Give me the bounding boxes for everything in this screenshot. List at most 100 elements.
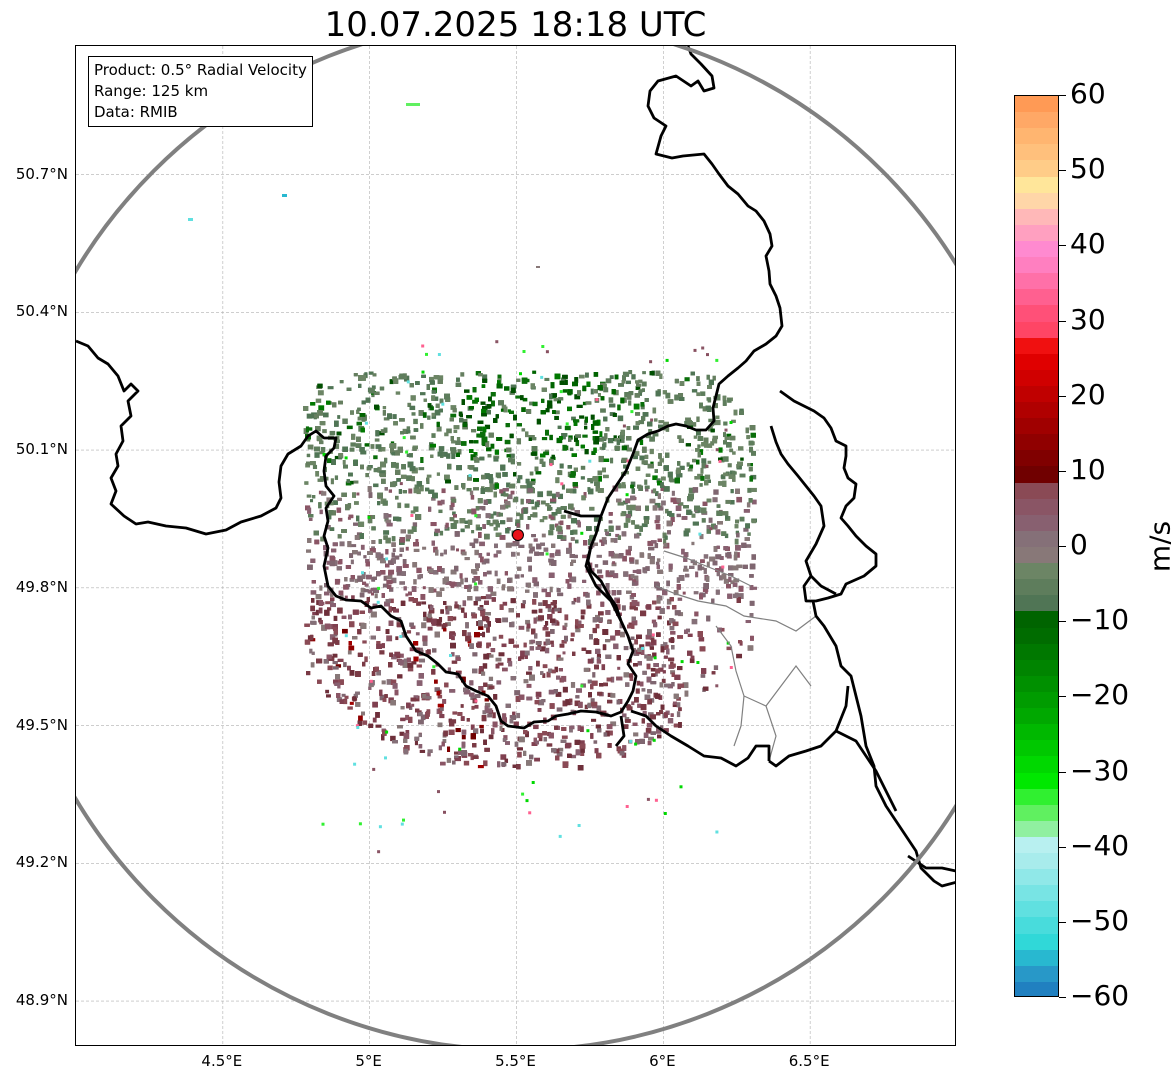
colorbar-segment (1015, 498, 1058, 516)
colorbar-segment (1015, 756, 1058, 774)
radar-echoes (188, 103, 758, 854)
colorbar-tick-mark (1059, 320, 1066, 322)
colorbar-segment (1015, 708, 1058, 725)
colorbar-segment (1015, 820, 1058, 838)
map-canvas (76, 46, 955, 1045)
colorbar-tick-mark (1059, 170, 1066, 172)
colorbar-segment (1015, 563, 1058, 580)
colorbar-tick-label: 60 (1070, 77, 1106, 110)
colorbar-tick-label: −20 (1070, 678, 1130, 712)
colorbar-segment (1015, 176, 1058, 194)
colorbar-tick-mark (1059, 245, 1066, 247)
colorbar-tick-label: −40 (1070, 828, 1130, 862)
info-data-source: Data: RMIB (94, 103, 178, 121)
lon-tick-label: 5°E (355, 1052, 382, 1070)
lat-tick-label: 50.1°N (15, 440, 68, 459)
colorbar-segment (1015, 804, 1058, 822)
colorbar-segment (1015, 289, 1058, 306)
colorbar-segment (1015, 675, 1058, 693)
colorbar-segment (1015, 273, 1058, 290)
colorbar-segment (1015, 901, 1058, 919)
colorbar-tick-label: 30 (1070, 302, 1106, 336)
colorbar-tick-label: 50 (1070, 152, 1106, 186)
colorbar-tick-label: 10 (1070, 452, 1106, 486)
colorbar-tick-label: 40 (1070, 227, 1106, 261)
colorbar-segment (1015, 160, 1058, 178)
colorbar-segment (1015, 772, 1058, 790)
colorbar-segment (1015, 514, 1058, 532)
colorbar-segment (1015, 305, 1058, 323)
info-product: Product: 0.5° Radial Velocity (94, 61, 307, 79)
lat-tick-label: 48.9°N (15, 991, 68, 1010)
admin-boundaries (655, 550, 817, 762)
colorbar-segment (1015, 144, 1058, 162)
colorbar-segment (1015, 885, 1058, 902)
lon-tick-label: 4.5°E (201, 1052, 243, 1070)
colorbar (1014, 95, 1059, 997)
colorbar-segment (1015, 724, 1058, 741)
colorbar-segment (1015, 224, 1058, 242)
colorbar-segment (1015, 240, 1058, 258)
colorbar-segment (1015, 450, 1058, 468)
colorbar-segment (1015, 659, 1058, 677)
colorbar-tick-mark (1059, 696, 1066, 698)
lon-tick-label: 6°E (649, 1052, 676, 1070)
colorbar-segment (1015, 434, 1058, 451)
colorbar-segment (1015, 257, 1058, 274)
colorbar-segment (1015, 691, 1058, 709)
colorbar-segment (1015, 482, 1058, 500)
info-box: Product: 0.5° Radial Velocity Range: 125… (88, 56, 313, 127)
lat-tick-label: 49.2°N (15, 853, 68, 872)
colorbar-tick-label: −30 (1070, 753, 1130, 787)
colorbar-segment (1015, 402, 1058, 419)
colorbar-segment (1015, 643, 1058, 661)
colorbar-tick-label: −10 (1070, 603, 1130, 637)
colorbar-segment (1015, 192, 1058, 210)
colorbar-tick-label: 0 (1070, 528, 1088, 561)
colorbar-segment (1015, 579, 1058, 596)
colorbar-segment (1015, 385, 1058, 403)
colorbar-segment (1015, 353, 1058, 371)
colorbar-segment (1015, 917, 1058, 935)
colorbar-tick-mark (1059, 470, 1066, 472)
colorbar-segment (1015, 547, 1058, 564)
colorbar-segment (1015, 869, 1058, 886)
colorbar-tick-mark (1059, 771, 1066, 773)
colorbar-tick-mark (1059, 95, 1066, 96)
colorbar-segment (1015, 611, 1058, 629)
colorbar-tick-mark (1059, 846, 1066, 848)
colorbar-segment (1015, 740, 1058, 757)
chart-title: 10.07.2025 18:18 UTC (324, 5, 707, 45)
colorbar-segment (1015, 530, 1058, 548)
lat-tick-label: 50.4°N (15, 302, 68, 321)
colorbar-segment (1015, 949, 1058, 967)
lon-tick-label: 6.5°E (788, 1052, 830, 1070)
lat-tick-label: 49.8°N (15, 577, 68, 596)
colorbar-segment (1015, 965, 1058, 983)
colorbar-tick-mark (1059, 921, 1066, 923)
national-borders (76, 46, 955, 888)
colorbar-segment (1015, 369, 1058, 387)
colorbar-tick-mark (1059, 997, 1066, 998)
colorbar-segment (1015, 933, 1058, 951)
colorbar-segment (1015, 788, 1058, 806)
colorbar-segment (1015, 627, 1058, 645)
lon-tick-label: 5.5°E (495, 1052, 536, 1070)
colorbar-tick-label: −60 (1070, 979, 1130, 1012)
lat-tick-label: 49.5°N (15, 715, 68, 734)
lat-tick-label: 50.7°N (15, 164, 68, 183)
colorbar-tick-mark (1059, 621, 1066, 623)
radar-map[interactable]: Product: 0.5° Radial Velocity Range: 125… (75, 45, 956, 1046)
colorbar-segment (1015, 418, 1058, 435)
radar-site-marker[interactable] (511, 529, 524, 542)
colorbar-segment (1015, 128, 1058, 145)
colorbar-segment (1015, 836, 1058, 854)
colorbar-segment (1015, 96, 1058, 113)
colorbar-segment (1015, 208, 1058, 226)
info-range: Range: 125 km (94, 82, 209, 100)
colorbar-segment (1015, 595, 1058, 613)
colorbar-segment (1015, 321, 1058, 339)
colorbar-segment (1015, 981, 1058, 996)
colorbar-tick-mark (1059, 395, 1066, 397)
colorbar-segment (1015, 466, 1058, 484)
